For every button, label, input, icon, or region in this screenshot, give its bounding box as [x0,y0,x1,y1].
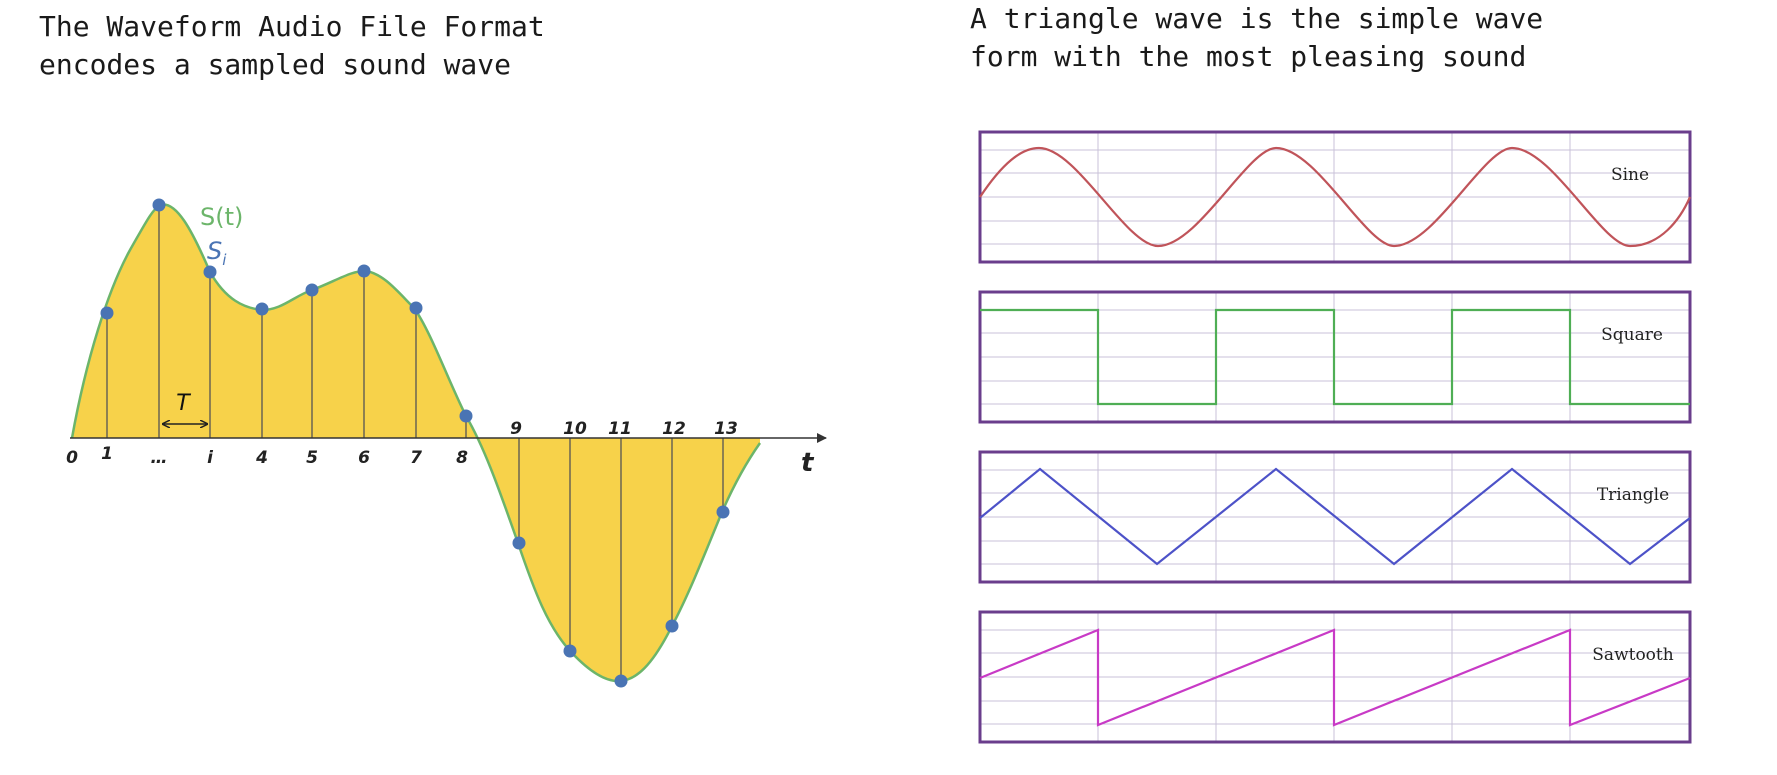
right-caption: A triangle wave is the simple wave form … [970,0,1543,76]
tick-label-1: 1 [101,444,113,464]
right-caption-line-2: form with the most pleasing sound [970,40,1527,73]
tick-label-10: 10 [563,419,587,439]
triangle-wave [979,467,1691,566]
tick-label-8: 8 [456,448,468,468]
tick-labels-above: 9 10 11 12 13 [510,419,738,439]
tick-labels-below: 0 1 … i 4 5 6 7 8 [66,444,468,468]
left-caption-line-1: The Waveform Audio File Format [39,10,545,43]
tick-label-6: 6 [358,448,370,468]
period-label: T [176,391,191,416]
tick-label-11: 11 [608,419,632,439]
tick-label-13: 13 [714,419,738,439]
tick-label-5: 5 [306,448,318,468]
triangle-label: Triangle [1597,485,1669,505]
tick-label-4: 4 [255,448,268,468]
tick-label-9: 9 [510,419,522,439]
waveform-panels: Sine Square Triangle Sawtooth [978,130,1692,744]
left-caption-line-2: encodes a sampled sound wave [39,48,512,81]
sample-lines [106,205,724,681]
square-panel: Square [978,290,1692,424]
square-panel-frame [978,290,1692,424]
sample-label: Si [207,237,227,269]
sine-label: Sine [1611,165,1649,185]
sawtooth-label: Sawtooth [1592,645,1673,665]
sampling-diagram: T S(t) Si t 0 1 … i 4 5 6 7 8 9 10 11 12… [66,198,827,688]
signal-area [72,204,760,682]
tick-label-7: 7 [410,448,422,468]
sine-panel-grid [980,132,1690,262]
sine-wave [979,146,1692,248]
triangle-panel: Triangle [978,450,1692,584]
right-caption-line-1: A triangle wave is the simple wave [970,2,1544,35]
tick-label-ellipsis: … [151,448,168,468]
square-wave [980,308,1690,406]
sawtooth-panel: Sawtooth [978,610,1692,744]
left-caption: The Waveform Audio File Format encodes a… [39,8,545,84]
tick-label-i: i [207,448,214,468]
axis-label-t: t [801,448,815,478]
signal-label: S(t) [200,203,243,231]
sawtooth-wave [979,628,1691,727]
tick-label-12: 12 [662,419,686,439]
tick-label-0: 0 [66,448,78,468]
sine-panel: Sine [978,130,1692,264]
sample-points [100,198,730,688]
square-label: Square [1601,325,1663,345]
